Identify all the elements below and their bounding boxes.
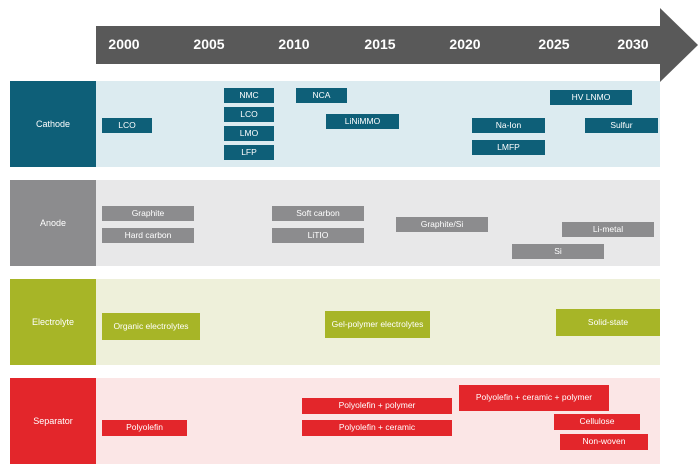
- electrolyte-item-solid-state: Solid-state: [556, 309, 660, 336]
- year-label: 2015: [364, 36, 396, 52]
- separator-item-non-woven: Non-woven: [560, 434, 648, 450]
- year-label: 2025: [538, 36, 570, 52]
- electrolyte-item-organic: Organic electrolytes: [102, 313, 200, 340]
- cathode-row-label: Cathode: [10, 81, 96, 167]
- cathode-item-lco-2: LCO: [224, 107, 274, 122]
- cathode-item-sulfur: Sulfur: [585, 118, 658, 133]
- electrolyte-item-gel-polymer: Gel-polymer electrolytes: [325, 311, 430, 338]
- year-label: 2020: [449, 36, 481, 52]
- timeline-arrow-body: [96, 26, 660, 64]
- year-label: 2030: [617, 36, 649, 52]
- cathode-item-linimmo: LiNiMMO: [326, 114, 399, 129]
- cathode-item-lmo: LMO: [224, 126, 274, 141]
- anode-item-graphite-si: Graphite/Si: [396, 217, 488, 232]
- year-label: 2010: [278, 36, 310, 52]
- cathode-item-nca: NCA: [296, 88, 347, 103]
- year-label: 2005: [193, 36, 225, 52]
- separator-item-cellulose: Cellulose: [554, 414, 640, 430]
- anode-item-hard-carbon: Hard carbon: [102, 228, 194, 243]
- year-label: 2000: [108, 36, 140, 52]
- anode-item-li-metal: Li-metal: [562, 222, 654, 237]
- cathode-item-nmc: NMC: [224, 88, 274, 103]
- cathode-item-hv-lnmo: HV LNMO: [550, 90, 632, 105]
- separator-item-polyolefin-ceramic-polymer: Polyolefin + ceramic + polymer: [459, 385, 609, 411]
- timeline-arrow-head: [660, 8, 698, 82]
- separator-item-polyolefin: Polyolefin: [102, 420, 187, 436]
- cathode-item-lfp: LFP: [224, 145, 274, 160]
- cathode-item-lmfp: LMFP: [472, 140, 545, 155]
- cathode-item-lco: LCO: [102, 118, 152, 133]
- separator-item-polyolefin-ceramic: Polyolefin + ceramic: [302, 420, 452, 436]
- electrolyte-row-label: Electrolyte: [10, 279, 96, 365]
- anode-item-graphite: Graphite: [102, 206, 194, 221]
- anode-item-soft-carbon: Soft carbon: [272, 206, 364, 221]
- anode-row-label: Anode: [10, 180, 96, 266]
- anode-item-si: Si: [512, 244, 604, 259]
- separator-item-polyolefin-polymer: Polyolefin + polymer: [302, 398, 452, 414]
- anode-item-litio: LiTIO: [272, 228, 364, 243]
- separator-row-label: Separator: [10, 378, 96, 464]
- cathode-item-na-ion: Na-Ion: [472, 118, 545, 133]
